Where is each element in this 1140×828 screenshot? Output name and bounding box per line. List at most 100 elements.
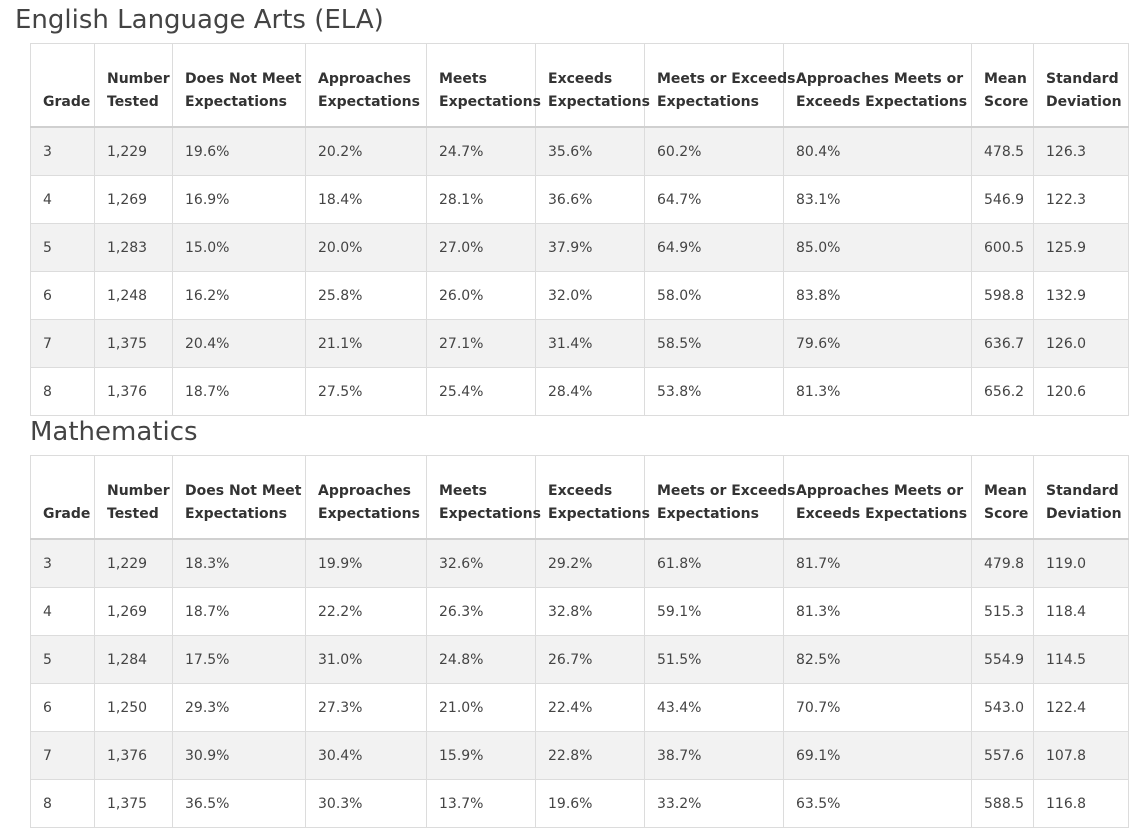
- cell-meets-or-exceeds: 58.5%: [644, 319, 784, 368]
- column-header-text: Expectations: [657, 506, 759, 522]
- cell-exceeds: 31.4%: [535, 319, 645, 368]
- table-row: 3 1,229 18.3% 19.9% 32.6% 29.2% 61.8% 81.7% 479.…: [30, 538, 1129, 588]
- column-header-approaches: Approaches Expectations: [305, 43, 427, 128]
- cell-mean-score: 515.3: [971, 587, 1034, 636]
- cell-exceeds: 28.4%: [535, 367, 645, 416]
- cell-number-tested: 1,250: [94, 683, 173, 732]
- column-header-text: Exceeds Expectations: [796, 94, 968, 110]
- column-header-text: Expectations: [548, 506, 650, 522]
- column-header-grade: Grade: [30, 455, 95, 540]
- cell-standard-deviation: 114.5: [1033, 635, 1129, 684]
- cell-does-not-meet: 18.7%: [172, 367, 306, 416]
- column-header-text: Grade: [43, 94, 91, 110]
- cell-meets: 24.8%: [426, 635, 536, 684]
- cell-grade: 3: [30, 126, 95, 176]
- column-header-number-tested: Number Tested: [94, 43, 173, 128]
- column-header-standard-deviation: Standard Deviation: [1033, 43, 1129, 128]
- cell-number-tested: 1,269: [94, 175, 173, 224]
- cell-meets-or-exceeds: 61.8%: [644, 538, 784, 588]
- column-header-text: Does Not Meet: [185, 71, 302, 87]
- cell-approaches-meets-or-exceeds: 80.4%: [783, 126, 972, 176]
- column-header-text: Approaches Meets or: [796, 483, 964, 499]
- column-header-does-not-meet: Does Not Meet Expectations: [172, 455, 306, 540]
- column-header-text: Does Not Meet: [185, 483, 302, 499]
- column-header-meets: Meets Expectations: [426, 43, 541, 128]
- cell-standard-deviation: 126.3: [1033, 126, 1129, 176]
- cell-does-not-meet: 19.6%: [172, 126, 306, 176]
- table-row: 4 1,269 18.7% 22.2% 26.3% 32.8% 59.1% 81.3% 515.…: [30, 587, 1129, 636]
- table-row: 7 1,376 30.9% 30.4% 15.9% 22.8% 38.7% 69.1% 557.…: [30, 731, 1129, 780]
- cell-approaches-meets-or-exceeds: 83.1%: [783, 175, 972, 224]
- cell-approaches: 25.8%: [305, 271, 427, 320]
- column-header-approaches-meets-or-exceeds: Approaches Meets or Exceeds Expectations: [783, 455, 972, 540]
- cell-approaches: 20.0%: [305, 223, 427, 272]
- cell-approaches: 20.2%: [305, 126, 427, 176]
- column-header-text: Meets or Exceeds: [657, 71, 796, 87]
- column-header-text: Mean: [984, 71, 1027, 87]
- cell-grade: 7: [30, 319, 95, 368]
- table-row: 6 1,250 29.3% 27.3% 21.0% 22.4% 43.4% 70.7% 543.…: [30, 683, 1129, 732]
- column-header-mean-score: Mean Score: [971, 455, 1034, 540]
- cell-approaches-meets-or-exceeds: 81.3%: [783, 587, 972, 636]
- cell-meets: 21.0%: [426, 683, 536, 732]
- cell-approaches: 22.2%: [305, 587, 427, 636]
- cell-meets-or-exceeds: 59.1%: [644, 587, 784, 636]
- table-row: 5 1,283 15.0% 20.0% 27.0% 37.9% 64.9% 85.0% 600.…: [30, 223, 1129, 272]
- math-section-title: Mathematics: [30, 417, 198, 447]
- cell-number-tested: 1,376: [94, 367, 173, 416]
- cell-approaches-meets-or-exceeds: 69.1%: [783, 731, 972, 780]
- math-scores-table: Grade Number Tested Does Not Meet Expectatio…: [30, 455, 1129, 828]
- cell-approaches: 19.9%: [305, 538, 427, 588]
- cell-grade: 8: [30, 367, 95, 416]
- cell-grade: 6: [30, 271, 95, 320]
- header-row: Grade Number Tested Does Not Meet Expectatio…: [30, 455, 1129, 540]
- cell-does-not-meet: 36.5%: [172, 779, 306, 828]
- column-header-text: Grade: [43, 506, 91, 522]
- column-header-text: Mean: [984, 483, 1027, 499]
- cell-exceeds: 26.7%: [535, 635, 645, 684]
- cell-meets-or-exceeds: 43.4%: [644, 683, 784, 732]
- column-header-text: Meets: [439, 71, 487, 87]
- column-header-meets-or-exceeds: Meets or Exceeds Expectations: [644, 43, 795, 128]
- table-row: 4 1,269 16.9% 18.4% 28.1% 36.6% 64.7% 83.1% 546.…: [30, 175, 1129, 224]
- cell-meets: 24.7%: [426, 126, 536, 176]
- cell-grade: 4: [30, 587, 95, 636]
- cell-does-not-meet: 18.7%: [172, 587, 306, 636]
- column-header-approaches-meets-or-exceeds: Approaches Meets or Exceeds Expectations: [783, 43, 972, 128]
- table-row: 8 1,375 36.5% 30.3% 13.7% 19.6% 33.2% 63.5% 588.…: [30, 779, 1129, 828]
- cell-does-not-meet: 16.2%: [172, 271, 306, 320]
- column-header-approaches: Approaches Expectations: [305, 455, 427, 540]
- column-header-text: Deviation: [1046, 94, 1122, 110]
- cell-does-not-meet: 16.9%: [172, 175, 306, 224]
- cell-standard-deviation: 116.8: [1033, 779, 1129, 828]
- cell-meets: 27.1%: [426, 319, 536, 368]
- column-header-text: Tested: [107, 506, 159, 522]
- cell-meets-or-exceeds: 64.7%: [644, 175, 784, 224]
- ela-scores-table: Grade Number Tested Does Not Meet Expectatio…: [30, 43, 1129, 416]
- cell-meets: 26.0%: [426, 271, 536, 320]
- column-header-text: Exceeds Expectations: [796, 506, 968, 522]
- cell-number-tested: 1,248: [94, 271, 173, 320]
- cell-meets: 15.9%: [426, 731, 536, 780]
- cell-does-not-meet: 18.3%: [172, 538, 306, 588]
- cell-approaches: 18.4%: [305, 175, 427, 224]
- cell-does-not-meet: 17.5%: [172, 635, 306, 684]
- cell-approaches: 27.5%: [305, 367, 427, 416]
- cell-exceeds: 35.6%: [535, 126, 645, 176]
- cell-meets: 13.7%: [426, 779, 536, 828]
- cell-mean-score: 546.9: [971, 175, 1034, 224]
- cell-grade: 5: [30, 223, 95, 272]
- column-header-text: Deviation: [1046, 506, 1122, 522]
- column-header-text: Approaches Meets or: [796, 71, 964, 87]
- cell-mean-score: 479.8: [971, 538, 1034, 588]
- cell-mean-score: 554.9: [971, 635, 1034, 684]
- cell-number-tested: 1,375: [94, 319, 173, 368]
- cell-number-tested: 1,375: [94, 779, 173, 828]
- column-header-text: Expectations: [439, 506, 541, 522]
- column-header-meets-or-exceeds: Meets or Exceeds Expectations: [644, 455, 795, 540]
- cell-standard-deviation: 107.8: [1033, 731, 1129, 780]
- cell-exceeds: 32.0%: [535, 271, 645, 320]
- cell-meets-or-exceeds: 64.9%: [644, 223, 784, 272]
- cell-grade: 6: [30, 683, 95, 732]
- column-header-exceeds: Exceeds Expectations: [535, 455, 650, 540]
